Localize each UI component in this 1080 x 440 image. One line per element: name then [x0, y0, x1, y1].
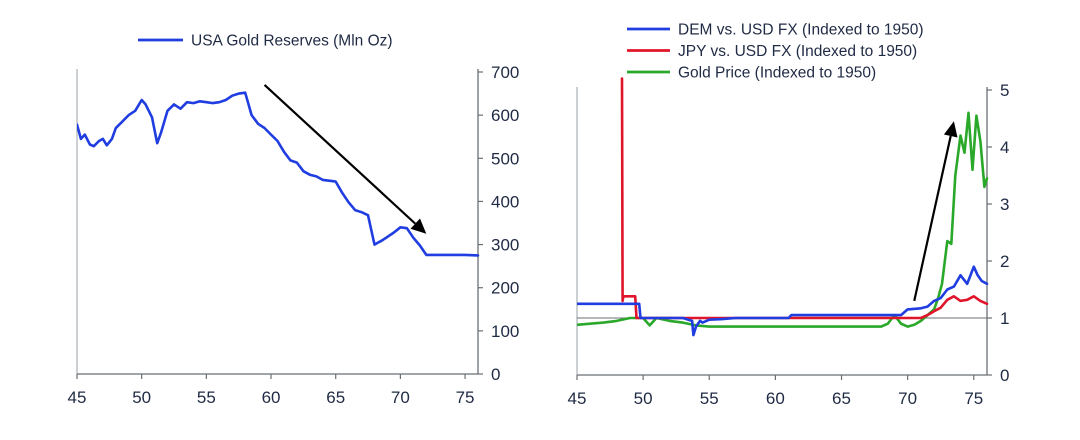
left-chart-usa-gold-reserves: 45 50 55 60 65 70 75 0 100 200 300 400 500 600 700 USA …	[68, 33, 520, 408]
x-tick-label: 45	[68, 388, 87, 407]
trend-arrow-line	[913, 135, 952, 302]
x-tick-label: 50	[634, 389, 653, 408]
y-tick-label: 1	[1000, 309, 1009, 328]
x-tick-label: 75	[964, 389, 983, 408]
x-tick-label: 75	[456, 388, 475, 407]
y-tick-label: 4	[1000, 138, 1009, 157]
series-group	[577, 77, 989, 337]
trend-arrow-head	[410, 218, 427, 234]
series-line	[577, 265, 989, 337]
legend: DEM vs. USD FX (Indexed to 1950) JPY vs. …	[627, 22, 924, 82]
y-tick-label: 500	[491, 149, 519, 168]
legend: USA Gold Reserves (Mln Oz)	[138, 33, 393, 50]
legend-label: Gold Price (Indexed to 1950)	[678, 65, 876, 82]
trend-arrow-head	[943, 121, 958, 138]
x-tick-label: 60	[766, 389, 785, 408]
series-line	[620, 77, 989, 320]
x-tick-label: 60	[262, 388, 281, 407]
x-tick-label: 45	[568, 389, 587, 408]
x-tick-label: 50	[132, 388, 151, 407]
y-tick-label: 200	[491, 279, 519, 298]
y-tick-label: 400	[491, 192, 519, 211]
x-tick-label: 70	[898, 389, 917, 408]
x-tick-label: 55	[700, 389, 719, 408]
y-tick-label: 600	[491, 106, 519, 125]
x-tick-label: 70	[391, 388, 410, 407]
x-tick-label: 65	[832, 389, 851, 408]
x-tick-label: 65	[326, 388, 345, 407]
y-tick-label: 100	[491, 322, 519, 341]
y-tick-label: 0	[491, 365, 500, 384]
series-group	[77, 91, 480, 257]
y-tick-label: 3	[1000, 195, 1009, 214]
legend-label: JPY vs. USD FX (Indexed to 1950)	[678, 43, 917, 60]
legend-label: USA Gold Reserves (Mln Oz)	[191, 33, 393, 50]
trend-arrow-line	[263, 84, 416, 225]
series-line	[77, 91, 480, 257]
y-tick-label: 300	[491, 236, 519, 255]
y-tick-label: 700	[491, 63, 519, 82]
series-line	[577, 111, 989, 328]
y-tick-label: 5	[1000, 81, 1009, 100]
y-tick-label: 2	[1000, 252, 1009, 271]
legend-label: DEM vs. USD FX (Indexed to 1950)	[678, 22, 924, 39]
y-tick-label: 0	[1000, 366, 1009, 385]
x-tick-label: 55	[197, 388, 216, 407]
